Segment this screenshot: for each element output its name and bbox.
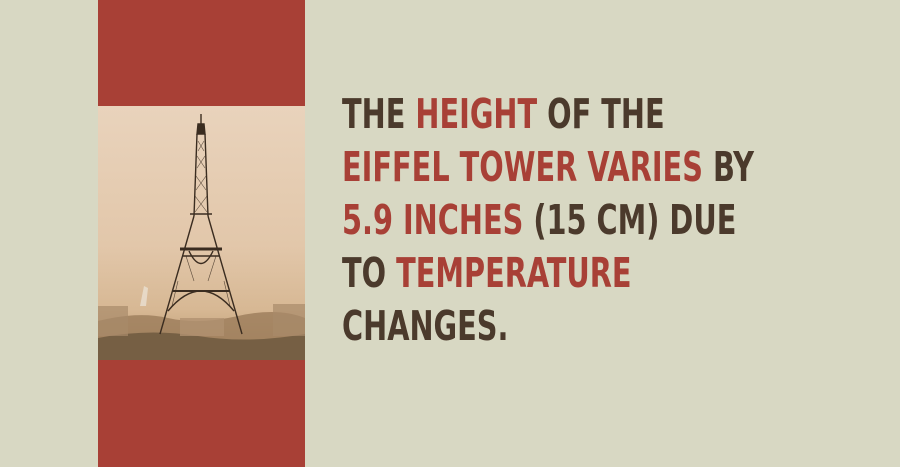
fact-line-1: THE HEIGHT OF THE [342,90,665,138]
highlight-height: HEIGHT [415,90,538,138]
fact-line-5: CHANGES. [342,302,509,350]
highlight-temperature: TEMPERATURE [396,249,632,297]
eiffel-tower-photo [98,106,305,360]
fact-line-3: 5.9 INCHES (15 CM) DUE [342,196,737,244]
fact-text: THE HEIGHT OF THE EIFFEL TOWER VARIES BY… [342,88,763,353]
fact-line-4: TO TEMPERATURE [342,249,632,297]
highlight-inches: 5.9 INCHES [342,196,524,244]
eiffel-tower-icon [98,114,305,360]
fact-line-2: EIFFEL TOWER VARIES BY [342,143,754,191]
highlight-eiffel: EIFFEL TOWER VARIES [342,143,703,191]
